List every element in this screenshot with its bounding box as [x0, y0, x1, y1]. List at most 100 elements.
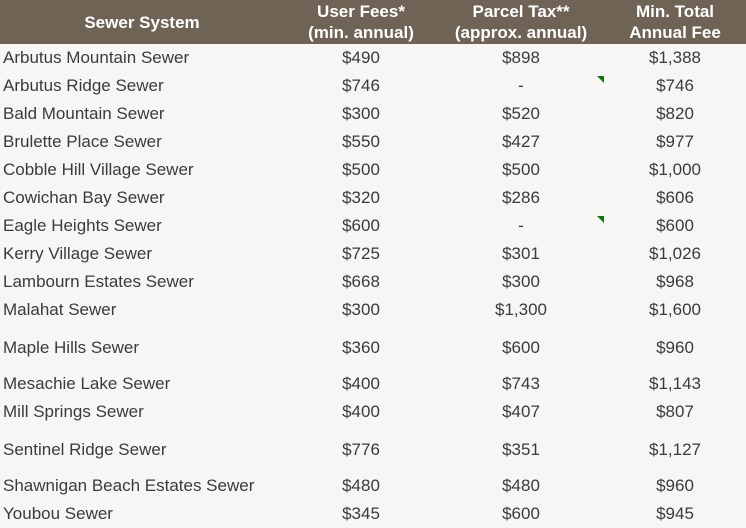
- user-fees-cell-text: $746: [342, 76, 380, 95]
- parcel-tax-cell-text: $520: [502, 104, 540, 123]
- sewer-name-cell: Cowichan Bay Sewer: [0, 184, 284, 212]
- table-row: Malahat Sewer $300 $1,300 $1,600: [0, 296, 746, 324]
- parcel-tax-cell: $351: [438, 426, 604, 464]
- min-total-cell: $820: [604, 100, 746, 128]
- user-fees-cell: $500: [284, 156, 438, 184]
- table-row: Mesachie Lake Sewer $400 $743 $1,143: [0, 362, 746, 398]
- user-fees-cell: $550: [284, 128, 438, 156]
- user-fees-cell-text: $400: [342, 402, 380, 421]
- min-total-cell-text: $1,388: [649, 48, 701, 67]
- parcel-tax-cell-text: $286: [502, 188, 540, 207]
- table-row: Bald Mountain Sewer $300 $520 $820: [0, 100, 746, 128]
- user-fees-cell-text: $480: [342, 476, 380, 495]
- sewer-name-cell-text: Cobble Hill Village Sewer: [3, 160, 194, 179]
- user-fees-cell: $300: [284, 100, 438, 128]
- user-fees-cell-text: $490: [342, 48, 380, 67]
- parcel-tax-cell: -: [438, 72, 604, 100]
- sewer-name-cell-text: Kerry Village Sewer: [3, 244, 152, 263]
- sewer-name-cell: Bald Mountain Sewer: [0, 100, 284, 128]
- parcel-tax-cell-text: -: [518, 76, 524, 95]
- min-total-cell-text: $945: [656, 504, 694, 523]
- sewer-name-cell: Shawnigan Beach Estates Sewer: [0, 464, 284, 500]
- sewer-name-cell: Maple Hills Sewer: [0, 324, 284, 362]
- parcel-tax-cell-text: $300: [502, 272, 540, 291]
- min-total-cell-text: $606: [656, 188, 694, 207]
- min-total-cell-text: $820: [656, 104, 694, 123]
- sewer-name-cell: Malahat Sewer: [0, 296, 284, 324]
- comment-indicator-icon[interactable]: [597, 76, 604, 83]
- sewer-name-cell-text: Shawnigan Beach Estates Sewer: [3, 476, 255, 495]
- parcel-tax-cell-text: $301: [502, 244, 540, 263]
- min-total-cell: $960: [604, 464, 746, 500]
- user-fees-cell: $345: [284, 500, 438, 528]
- min-total-cell: $945: [604, 500, 746, 528]
- user-fees-cell-text: $360: [342, 338, 380, 357]
- parcel-tax-cell-text: $500: [502, 160, 540, 179]
- parcel-tax-cell-text: $898: [502, 48, 540, 67]
- user-fees-cell-text: $725: [342, 244, 380, 263]
- min-total-cell-text: $746: [656, 76, 694, 95]
- sewer-name-cell-text: Mesachie Lake Sewer: [3, 374, 171, 393]
- parcel-tax-cell: $520: [438, 100, 604, 128]
- table-row: Mill Springs Sewer $400 $407 $807: [0, 398, 746, 426]
- sewer-name-cell-text: Malahat Sewer: [3, 300, 117, 319]
- table-row: Shawnigan Beach Estates Sewer $480 $480 $96…: [0, 464, 746, 500]
- sewer-name-cell: Arbutus Ridge Sewer: [0, 72, 284, 100]
- parcel-tax-cell: $600: [438, 500, 604, 528]
- table-row: Brulette Place Sewer $550 $427 $977: [0, 128, 746, 156]
- parcel-tax-cell: $427: [438, 128, 604, 156]
- comment-indicator-icon[interactable]: [597, 216, 604, 223]
- user-fees-cell-text: $776: [342, 440, 380, 459]
- parcel-tax-cell-text: $427: [502, 132, 540, 151]
- min-total-cell: $968: [604, 268, 746, 296]
- table-row: Youbou Sewer $345 $600 $945: [0, 500, 746, 528]
- user-fees-cell: $776: [284, 426, 438, 464]
- header-row: Sewer System User Fees* (min. annual) Par…: [0, 0, 746, 44]
- min-total-cell: $1,600: [604, 296, 746, 324]
- user-fees-cell-text: $300: [342, 300, 380, 319]
- min-total-cell-text: $960: [656, 338, 694, 357]
- parcel-tax-cell-text: $480: [502, 476, 540, 495]
- sewer-name-cell-text: Bald Mountain Sewer: [3, 104, 165, 123]
- user-fees-cell: $490: [284, 44, 438, 72]
- user-fees-cell-text: $668: [342, 272, 380, 291]
- min-total-cell-text: $1,000: [649, 160, 701, 179]
- user-fees-cell-text: $400: [342, 374, 380, 393]
- table-row: Arbutus Ridge Sewer $746 - $746: [0, 72, 746, 100]
- parcel-tax-cell: $898: [438, 44, 604, 72]
- parcel-tax-cell: $480: [438, 464, 604, 500]
- table-row: Sentinel Ridge Sewer $776 $351 $1,127: [0, 426, 746, 464]
- min-total-cell: $1,127: [604, 426, 746, 464]
- parcel-tax-cell: $407: [438, 398, 604, 426]
- parcel-tax-cell-text: $351: [502, 440, 540, 459]
- min-total-cell-text: $977: [656, 132, 694, 151]
- sewer-name-cell-text: Arbutus Mountain Sewer: [3, 48, 190, 67]
- user-fees-cell: $360: [284, 324, 438, 362]
- parcel-tax-cell: $743: [438, 362, 604, 398]
- user-fees-cell: $300: [284, 296, 438, 324]
- header-user-fees: User Fees* (min. annual): [284, 0, 438, 44]
- min-total-cell: $977: [604, 128, 746, 156]
- sewer-name-cell-text: Mill Springs Sewer: [3, 402, 144, 421]
- min-total-cell: $600: [604, 212, 746, 240]
- sewer-name-cell: Eagle Heights Sewer: [0, 212, 284, 240]
- user-fees-cell: $320: [284, 184, 438, 212]
- min-total-cell-text: $1,127: [649, 440, 701, 459]
- min-total-cell: $1,143: [604, 362, 746, 398]
- user-fees-cell-text: $300: [342, 104, 380, 123]
- table-row: Lambourn Estates Sewer $668 $300 $968: [0, 268, 746, 296]
- table-row: Maple Hills Sewer $360 $600 $960: [0, 324, 746, 362]
- parcel-tax-cell: $301: [438, 240, 604, 268]
- min-total-cell: $1,026: [604, 240, 746, 268]
- min-total-cell: $606: [604, 184, 746, 212]
- sewer-name-cell-text: Brulette Place Sewer: [3, 132, 162, 151]
- user-fees-cell: $600: [284, 212, 438, 240]
- min-total-cell-text: $600: [656, 216, 694, 235]
- min-total-cell-text: $807: [656, 402, 694, 421]
- sewer-name-cell: Kerry Village Sewer: [0, 240, 284, 268]
- parcel-tax-cell-text: $600: [502, 338, 540, 357]
- header-min-total: Min. Total Annual Fee: [604, 0, 746, 44]
- parcel-tax-cell-text: -: [518, 216, 524, 235]
- sewer-name-cell: Mesachie Lake Sewer: [0, 362, 284, 398]
